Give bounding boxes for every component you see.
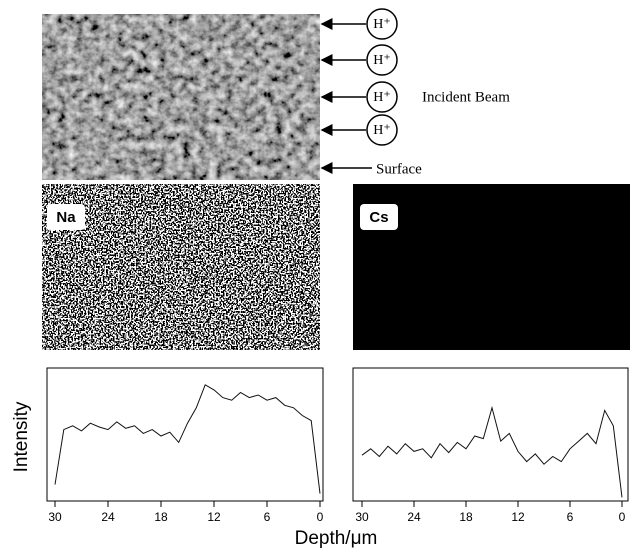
beam-label: H⁺	[373, 123, 391, 138]
x-tick-label: 6	[567, 510, 574, 524]
beam-label: H⁺	[373, 90, 391, 105]
x-tick-label: 0	[317, 510, 324, 524]
na-map	[42, 184, 320, 350]
x-tick-label: 12	[511, 510, 525, 524]
label-box	[47, 204, 85, 230]
x-tick-label: 12	[207, 510, 221, 524]
map-label: Na	[56, 209, 76, 226]
x-tick-label: 18	[154, 510, 168, 524]
x-axis-label: Depth/μm	[295, 528, 378, 549]
plot-frame	[352, 367, 629, 502]
surface-label: Surface	[376, 161, 422, 177]
profile-line	[54, 384, 321, 494]
x-tick-label: 24	[101, 510, 115, 524]
x-tick-label: 30	[48, 510, 62, 524]
profile-line	[361, 405, 623, 498]
sem-image	[42, 14, 320, 180]
beam-label: H⁺	[373, 53, 391, 68]
label-box	[360, 204, 398, 230]
map-label: Cs	[369, 209, 388, 226]
plot-frame	[46, 367, 324, 502]
x-tick-label: 6	[264, 510, 271, 524]
incident-beam-label: Incident Beam	[422, 89, 510, 105]
x-tick-label: 30	[355, 510, 369, 524]
x-tick-label: 18	[459, 510, 473, 524]
cs-map	[353, 184, 630, 350]
y-axis-label: Intensity	[11, 401, 32, 472]
x-tick-label: 0	[619, 510, 626, 524]
beam-label: H⁺	[373, 17, 391, 32]
x-tick-label: 24	[407, 510, 421, 524]
beam-arrows	[320, 8, 398, 174]
